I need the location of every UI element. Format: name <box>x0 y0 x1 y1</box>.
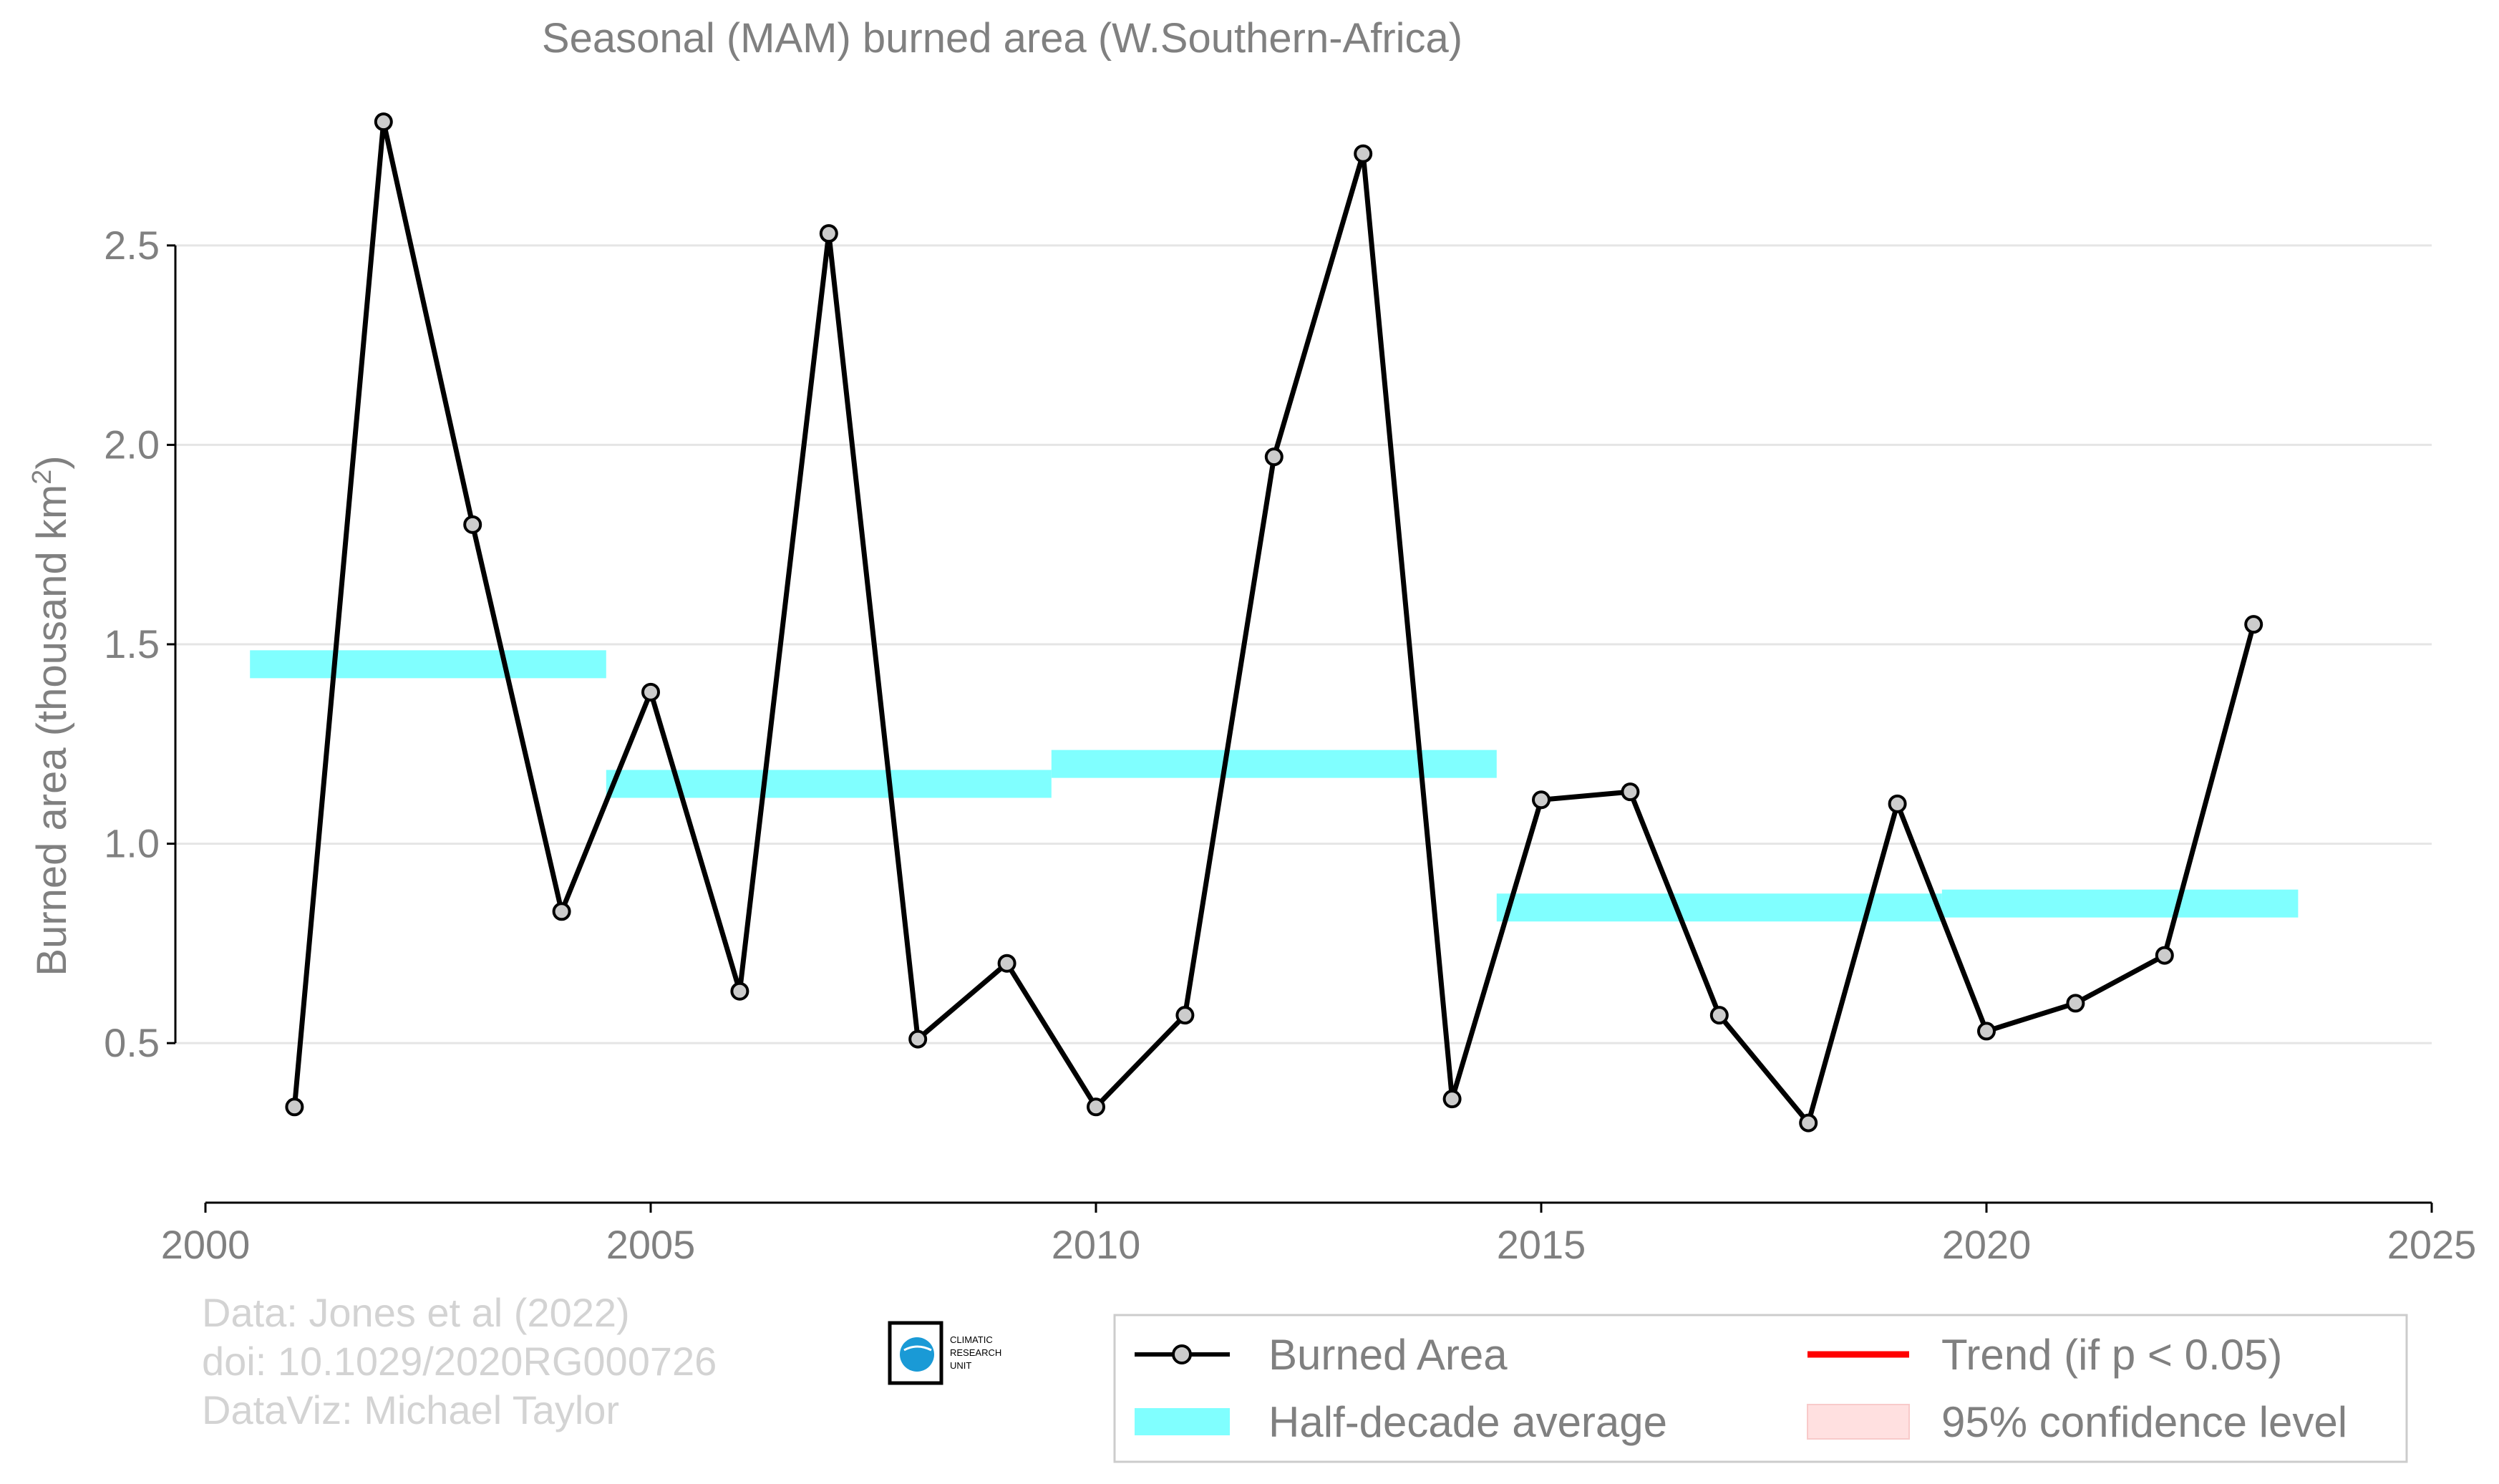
legend-half-decade-swatch <box>1135 1408 1230 1435</box>
data-point <box>1264 447 1284 467</box>
half-decade-band <box>1051 750 1497 778</box>
data-point <box>1354 144 1373 163</box>
tick-labels: 0.5 1.0 1.5 2.0 2.5 2000 2005 2010 2015 2020 2025 <box>104 223 2476 1267</box>
cru-logo-text-2: RESEARCH <box>950 1347 1001 1358</box>
data-point <box>908 1029 928 1049</box>
legend-frame <box>1113 1314 2408 1463</box>
chart-title: Seasonal (MAM) burned area (W.Southern-A… <box>542 15 1462 62</box>
cru-logo-text-3: UNIT <box>950 1360 971 1371</box>
half-decade-bands <box>250 650 2299 922</box>
data-point <box>1087 1097 1105 1117</box>
cru-logo-text-1: CLIMATIC <box>950 1334 993 1345</box>
data-point <box>1709 1006 1729 1025</box>
half-decade-band <box>1941 889 2299 918</box>
credit-line-dataviz: DataViz: Michael Taylor <box>202 1387 619 1432</box>
data-point <box>1532 790 1551 810</box>
cru-logo: CLIMATIC RESEARCH UNIT <box>888 1321 1001 1385</box>
x-tick-label: 2010 <box>1052 1222 1141 1267</box>
data-point <box>285 1097 304 1117</box>
data-point <box>552 902 571 921</box>
data-point <box>1799 1113 1818 1133</box>
half-decade-band <box>250 650 606 679</box>
cru-logo-globe-icon <box>900 1337 934 1372</box>
legend-burned-area-marker <box>1172 1344 1192 1364</box>
data-point <box>997 954 1016 973</box>
y-axis-title-superscript: 2 <box>27 470 57 485</box>
data-point <box>819 224 838 243</box>
y-tick-label: 2.0 <box>104 422 160 467</box>
data-point <box>2155 946 2174 965</box>
cru-logo-swoosh <box>903 1345 932 1352</box>
legend-label-confidence: 95% confidence level <box>1941 1398 2347 1446</box>
half-decade-band <box>1496 893 1942 922</box>
y-tick-label: 1.5 <box>104 621 160 666</box>
y-tick-label: 2.5 <box>104 223 160 268</box>
data-point <box>641 682 660 702</box>
data-point <box>463 515 482 534</box>
data-point <box>374 112 393 132</box>
credit-line-data: Data: Jones et al (2022) <box>202 1290 630 1335</box>
data-point <box>2066 994 2085 1013</box>
legend-label-half-decade: Half-decade average <box>1268 1398 1667 1446</box>
legend-label-trend: Trend (if p < 0.05) <box>1941 1331 2282 1379</box>
data-point <box>730 981 749 1001</box>
data-point <box>2244 615 2263 634</box>
data-point <box>1977 1022 1996 1041</box>
y-axis-title: Burned area (thousand km2) <box>27 455 75 976</box>
x-tick-label: 2000 <box>161 1222 251 1267</box>
axes <box>167 244 2433 1213</box>
legend: Burned Area Trend (if p < 0.05) Half-dec… <box>1113 1314 2408 1463</box>
data-point <box>1621 782 1640 802</box>
legend-confidence-swatch <box>1807 1404 1910 1440</box>
y-tick-label: 1.0 <box>104 821 160 866</box>
gridlines <box>175 244 2432 1044</box>
y-axis-title-main: Burned area (thousand km <box>29 485 75 976</box>
series-line <box>291 121 2256 1128</box>
x-tick-label: 2005 <box>606 1222 696 1267</box>
burned-area-series <box>285 112 2263 1133</box>
cru-logo-frame <box>888 1321 943 1385</box>
y-tick-label: 0.5 <box>104 1020 160 1065</box>
data-point <box>1442 1090 1462 1109</box>
x-tick-label: 2015 <box>1497 1222 1586 1267</box>
credit-line-doi: doi: 10.1029/2020RG000726 <box>202 1339 717 1384</box>
data-point <box>1888 794 1907 813</box>
credits: Data: Jones et al (2022) doi: 10.1029/20… <box>202 1290 717 1432</box>
y-axis-title-close: ) <box>29 455 75 469</box>
data-point <box>1175 1006 1195 1025</box>
x-tick-label: 2025 <box>2387 1222 2477 1267</box>
legend-label-burned-area: Burned Area <box>1268 1331 1508 1379</box>
x-tick-label: 2020 <box>1942 1222 2032 1267</box>
